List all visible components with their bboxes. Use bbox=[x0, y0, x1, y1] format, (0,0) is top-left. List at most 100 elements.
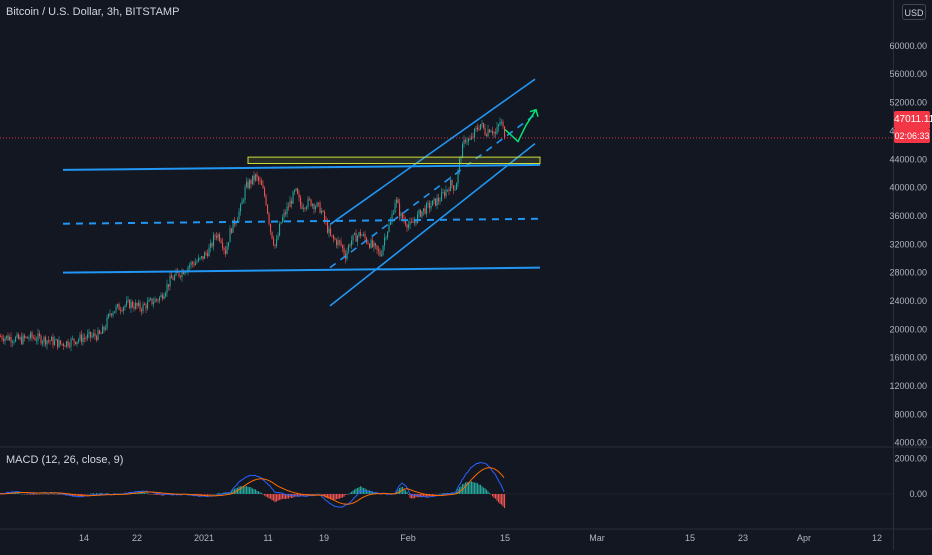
candle-body bbox=[424, 208, 426, 214]
macd-histogram-bar bbox=[331, 494, 333, 500]
candle-body bbox=[390, 221, 392, 225]
candle-body bbox=[412, 222, 414, 223]
y-tick-label: 28000.00 bbox=[889, 268, 927, 278]
candle-body bbox=[114, 311, 116, 313]
candle-body bbox=[477, 127, 479, 130]
macd-histogram-bar bbox=[436, 493, 438, 495]
candle-body bbox=[384, 237, 386, 246]
macd-title[interactable]: MACD (12, 26, close, 9) bbox=[6, 454, 124, 466]
macd-histogram-bar bbox=[285, 494, 287, 500]
candle-body bbox=[502, 121, 504, 127]
macd-histogram-bar bbox=[351, 491, 353, 494]
candle-body bbox=[19, 337, 21, 340]
macd-histogram-bar bbox=[489, 493, 491, 494]
macd-histogram-bar bbox=[55, 494, 57, 495]
y-tick-label: 36000.00 bbox=[889, 211, 927, 221]
candle-body bbox=[367, 242, 369, 245]
macd-histogram-bar bbox=[24, 494, 26, 495]
macd-histogram-bar bbox=[313, 494, 315, 495]
candle-body bbox=[28, 338, 30, 340]
candle-body bbox=[81, 334, 83, 343]
macd-histogram-bar bbox=[159, 494, 161, 495]
candle-body bbox=[39, 333, 41, 336]
y-tick-label: 20000.00 bbox=[889, 324, 927, 334]
last-price-label: 47011.11 bbox=[894, 111, 932, 129]
candle-body bbox=[322, 210, 324, 212]
candle-body bbox=[84, 337, 86, 339]
macd-histogram-bar bbox=[246, 486, 248, 494]
candle-body bbox=[411, 221, 413, 223]
y-tick-label: 44000.00 bbox=[889, 154, 927, 164]
macd-histogram-bar bbox=[493, 494, 495, 498]
candle-body bbox=[18, 334, 20, 340]
macd-histogram-bar bbox=[333, 494, 335, 500]
candle-body bbox=[292, 191, 294, 204]
macd-histogram-bar bbox=[60, 494, 62, 495]
candle-body bbox=[315, 206, 317, 210]
macd-histogram-bar bbox=[240, 486, 242, 494]
candle-body bbox=[340, 241, 342, 246]
candle-body bbox=[72, 338, 74, 340]
macd-histogram-bar bbox=[358, 487, 360, 494]
macd-histogram-bar bbox=[409, 494, 411, 498]
candle-body bbox=[25, 336, 27, 338]
macd-histogram-bar bbox=[499, 494, 501, 504]
macd-histogram-bar bbox=[273, 494, 275, 501]
macd-tick-label: 0.00 bbox=[909, 489, 927, 499]
macd-histogram-bar bbox=[298, 494, 300, 497]
macd-histogram-bar bbox=[30, 494, 32, 495]
macd-histogram-bar bbox=[325, 494, 327, 498]
candle-body bbox=[264, 188, 266, 196]
candle-body bbox=[171, 275, 173, 279]
macd-histogram-bar bbox=[469, 481, 471, 494]
candle-body bbox=[229, 228, 231, 243]
macd-histogram-bar bbox=[408, 494, 410, 495]
candle-body bbox=[328, 228, 330, 233]
macd-histogram-bar bbox=[90, 493, 92, 495]
x-tick-label: 15 bbox=[685, 533, 695, 543]
candle-body bbox=[478, 129, 480, 131]
rising-channel-lower-line bbox=[329, 143, 536, 307]
candle-body bbox=[387, 231, 389, 238]
candle-body bbox=[120, 310, 122, 311]
candle-body bbox=[90, 331, 92, 337]
candle-body bbox=[36, 340, 38, 342]
candle-body bbox=[97, 330, 99, 340]
macd-histogram-bar bbox=[15, 492, 17, 494]
channel-bottom-line bbox=[62, 266, 541, 274]
macd-histogram-bar bbox=[346, 494, 348, 495]
candle-body bbox=[481, 123, 483, 125]
candle-body bbox=[121, 310, 123, 312]
macd-histogram-bar bbox=[27, 494, 29, 495]
candle-body bbox=[295, 188, 297, 191]
candle-body bbox=[139, 302, 141, 310]
macd-histogram-bar bbox=[238, 486, 240, 494]
candle-body bbox=[352, 234, 354, 241]
candle-body bbox=[288, 206, 290, 208]
candle-body bbox=[319, 202, 321, 213]
candle-body bbox=[294, 190, 296, 192]
candle-body bbox=[282, 217, 284, 223]
candle-body bbox=[351, 240, 353, 246]
candle-body bbox=[138, 302, 140, 306]
candle-body bbox=[7, 335, 9, 341]
macd-histogram-bar bbox=[357, 488, 359, 494]
macd-histogram-bar bbox=[444, 493, 446, 494]
macd-histogram-bar bbox=[268, 494, 270, 499]
candle-body bbox=[259, 180, 261, 182]
candle-body bbox=[447, 189, 449, 191]
candle-body bbox=[133, 306, 135, 309]
macd-histogram-bar bbox=[100, 492, 102, 494]
candle-body bbox=[486, 134, 488, 137]
candle-body bbox=[427, 203, 429, 204]
macd-histogram-bar bbox=[340, 494, 342, 498]
symbol-title[interactable]: Bitcoin / U.S. Dollar, 3h, BITSTAMP bbox=[6, 6, 180, 18]
macd-histogram-bar bbox=[337, 494, 339, 499]
macd-histogram-bar bbox=[283, 494, 285, 499]
currency-button[interactable]: USD bbox=[902, 4, 926, 20]
candle-body bbox=[442, 192, 444, 194]
candle-body bbox=[144, 304, 146, 306]
candle-body bbox=[346, 251, 348, 259]
